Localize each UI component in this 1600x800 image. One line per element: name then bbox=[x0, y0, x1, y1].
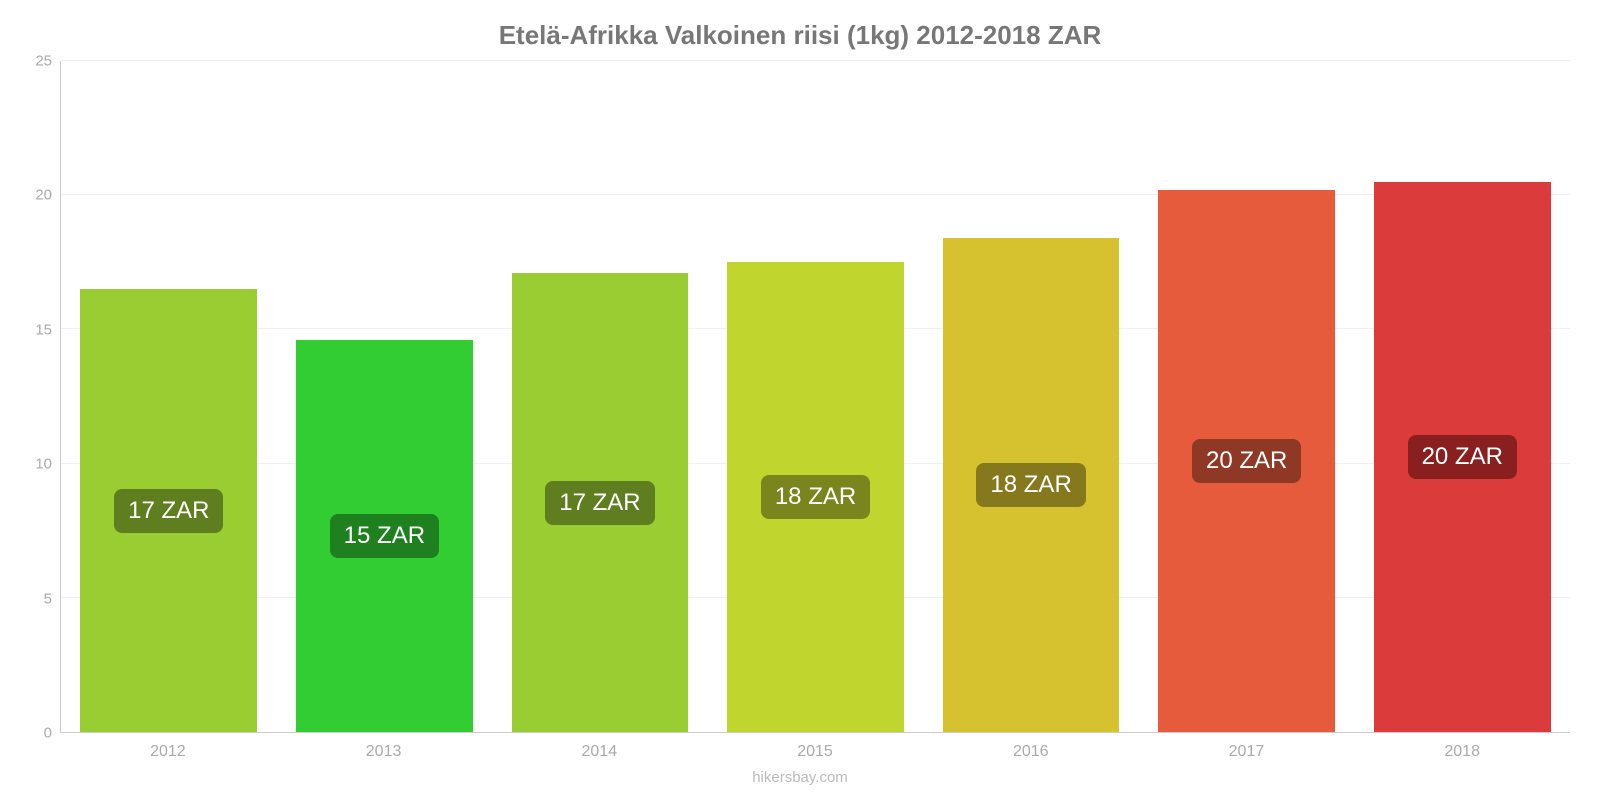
bar-value-label: 15 ZAR bbox=[330, 514, 439, 558]
x-tick: 2016 bbox=[923, 733, 1139, 761]
bar-2012: 17 ZAR bbox=[80, 289, 257, 732]
y-tick: 5 bbox=[44, 590, 52, 607]
bar-value-label: 18 ZAR bbox=[761, 475, 870, 519]
bar-chart: Etelä-Afrikka Valkoinen riisi (1kg) 2012… bbox=[0, 0, 1600, 800]
chart-credit: hikersbay.com bbox=[0, 761, 1600, 800]
y-tick: 25 bbox=[35, 53, 52, 70]
bar-2018: 20 ZAR bbox=[1374, 182, 1551, 732]
bar-value-label: 20 ZAR bbox=[1408, 435, 1517, 479]
y-tick: 10 bbox=[35, 456, 52, 473]
bar-slot: 18 ZAR bbox=[923, 61, 1139, 732]
bar-2016: 18 ZAR bbox=[943, 238, 1120, 732]
bar-2015: 18 ZAR bbox=[727, 262, 904, 732]
bar-slot: 17 ZAR bbox=[61, 61, 277, 732]
bar-slot: 20 ZAR bbox=[1139, 61, 1355, 732]
y-axis: 0 5 10 15 20 25 bbox=[10, 61, 60, 733]
bar-value-label: 17 ZAR bbox=[545, 481, 654, 525]
bar-value-label: 18 ZAR bbox=[976, 463, 1085, 507]
bar-2014: 17 ZAR bbox=[512, 273, 689, 732]
x-tick: 2015 bbox=[707, 733, 923, 761]
y-tick: 0 bbox=[44, 725, 52, 742]
plot: 17 ZAR 15 ZAR 17 ZAR 18 ZAR bbox=[60, 61, 1570, 733]
bar-2013: 15 ZAR bbox=[296, 340, 473, 732]
x-tick: 2012 bbox=[60, 733, 276, 761]
bar-slot: 15 ZAR bbox=[277, 61, 493, 732]
bar-value-label: 17 ZAR bbox=[114, 489, 223, 533]
x-tick: 2017 bbox=[1139, 733, 1355, 761]
x-axis: 2012 2013 2014 2015 2016 2017 2018 bbox=[0, 733, 1600, 761]
bars-container: 17 ZAR 15 ZAR 17 ZAR 18 ZAR bbox=[61, 61, 1570, 732]
bar-slot: 18 ZAR bbox=[708, 61, 924, 732]
bar-2017: 20 ZAR bbox=[1158, 190, 1335, 732]
y-tick: 15 bbox=[35, 321, 52, 338]
x-tick: 2014 bbox=[491, 733, 707, 761]
chart-title: Etelä-Afrikka Valkoinen riisi (1kg) 2012… bbox=[0, 0, 1600, 61]
bar-slot: 17 ZAR bbox=[492, 61, 708, 732]
x-tick: 2013 bbox=[276, 733, 492, 761]
x-tick: 2018 bbox=[1354, 733, 1570, 761]
plot-area: 0 5 10 15 20 25 17 ZAR 15 ZAR bbox=[0, 61, 1600, 733]
bar-value-label: 20 ZAR bbox=[1192, 439, 1301, 483]
bar-slot: 20 ZAR bbox=[1354, 61, 1570, 732]
y-tick: 20 bbox=[35, 187, 52, 204]
